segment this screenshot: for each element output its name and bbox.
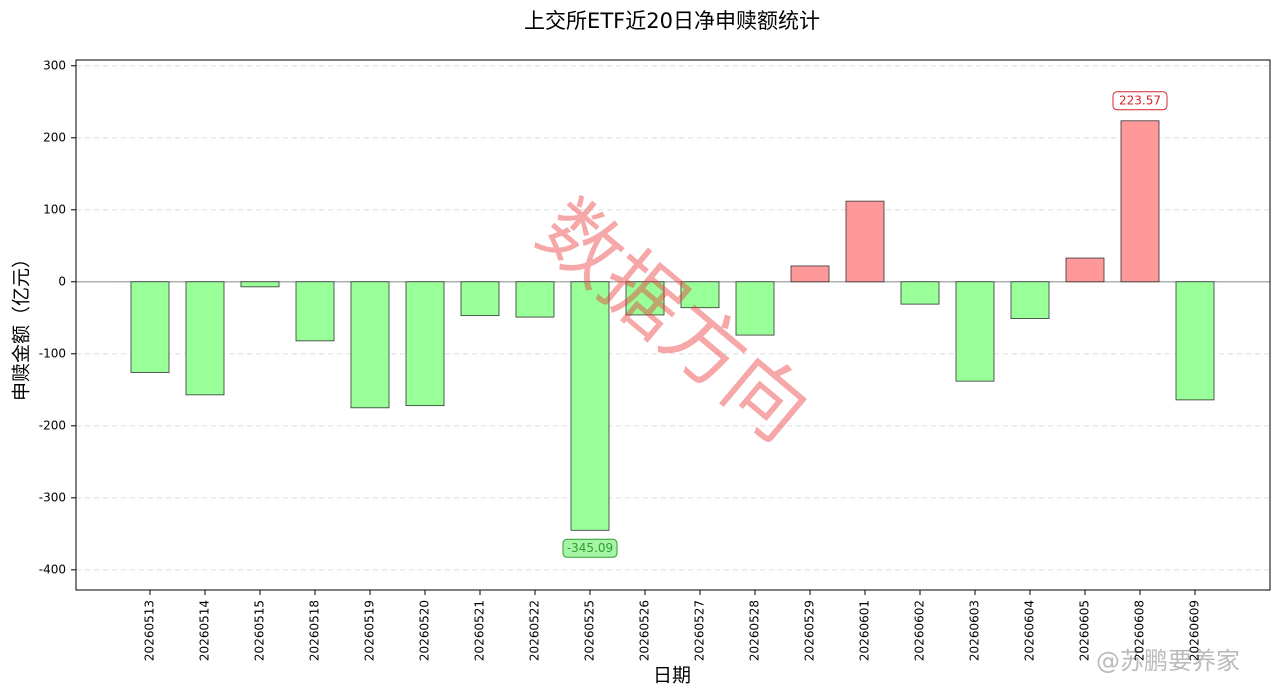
- x-tick-label: 20260602: [913, 600, 927, 661]
- chart-title: 上交所ETF近20日净申赎额统计: [524, 9, 820, 33]
- bar: [515, 281, 555, 318]
- bar: [295, 281, 335, 342]
- bar: [680, 281, 720, 309]
- x-tick-label: 20260609: [1188, 600, 1202, 661]
- y-tick-label: -100: [39, 346, 66, 360]
- bar: [625, 281, 665, 316]
- bar: [1120, 120, 1160, 283]
- bar: [240, 281, 280, 288]
- bar: [350, 281, 390, 409]
- x-tick-label: 20260520: [418, 600, 432, 661]
- y-tick-label: 300: [43, 58, 66, 72]
- bar: [1010, 281, 1050, 319]
- x-tick-label: 20260605: [1078, 600, 1092, 661]
- x-tick-label: 20260522: [528, 600, 542, 661]
- y-tick-label: 100: [43, 202, 66, 216]
- value-label: 223.57: [1119, 93, 1161, 107]
- bar: [845, 200, 885, 283]
- y-tick-label: 200: [43, 130, 66, 144]
- x-tick-label: 20260518: [308, 600, 322, 661]
- label-box: [1112, 91, 1168, 111]
- x-tick-label: 20260525: [583, 600, 597, 661]
- y-tick-label: 0: [58, 274, 66, 288]
- value-label: -345.09: [567, 541, 613, 555]
- bar: [570, 281, 610, 531]
- bar: [955, 281, 995, 382]
- x-tick-label: 20260601: [858, 600, 872, 661]
- x-tick-label: 20260526: [638, 600, 652, 661]
- bar: [405, 281, 445, 407]
- bar: [790, 265, 830, 283]
- credit: @苏鹏要养家: [1096, 647, 1240, 675]
- y-tick-label: -300: [39, 490, 66, 504]
- plot-frame: [75, 59, 1271, 591]
- x-tick-label: 20260513: [143, 600, 157, 661]
- x-tick-label: 20260519: [363, 600, 377, 661]
- x-tick-label: 20260521: [473, 600, 487, 661]
- x-axis-label: 日期: [653, 665, 691, 687]
- x-tick-label: 20260608: [1133, 600, 1147, 661]
- bar: [735, 281, 775, 336]
- bar: [900, 281, 940, 305]
- watermark: 数据方向: [521, 182, 826, 459]
- y-tick-label: -400: [39, 562, 66, 576]
- y-tick-label: -200: [39, 418, 66, 432]
- x-tick-label: 20260603: [968, 600, 982, 661]
- bar: [460, 281, 500, 317]
- x-tick-label: 20260514: [198, 600, 212, 661]
- x-tick-label: 20260604: [1023, 600, 1037, 661]
- x-tick-label: 20260515: [253, 600, 267, 661]
- y-axis-label: 申赎金额（亿元）: [11, 249, 33, 401]
- x-tick-label: 20260529: [803, 600, 817, 661]
- x-tick-label: 20260528: [748, 600, 762, 661]
- bar: [1065, 257, 1105, 283]
- x-tick-label: 20260527: [693, 600, 707, 661]
- label-box: [562, 538, 618, 558]
- bar: [130, 281, 170, 373]
- bar: [1175, 281, 1215, 401]
- bar: [185, 281, 225, 396]
